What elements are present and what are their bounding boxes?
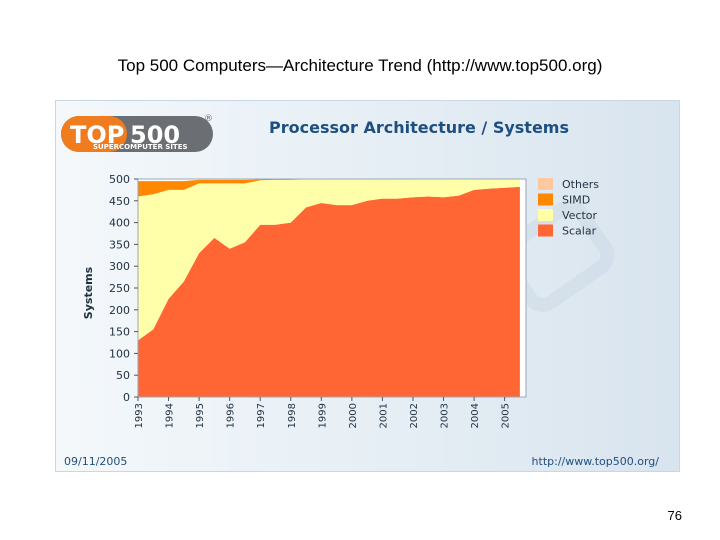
- y-tick-label: 500: [109, 173, 130, 186]
- architecture-chart: TOP 500 ® SUPERCOMPUTER SITES Processor …: [61, 114, 660, 468]
- logo-text-500: 500: [130, 121, 180, 149]
- chart-panel: TOP 500 ® SUPERCOMPUTER SITES Processor …: [55, 100, 680, 472]
- x-tick-label: 2004: [470, 403, 481, 428]
- y-tick-label: 0: [123, 391, 130, 404]
- y-tick-label: 350: [109, 238, 130, 251]
- x-tick-label: 2005: [501, 403, 512, 428]
- legend: Others SIMD Vector Scalar: [538, 178, 599, 238]
- y-tick-label: 300: [109, 260, 130, 273]
- logo-text-top: TOP: [70, 121, 124, 149]
- page-number: 76: [667, 508, 682, 523]
- y-axis-ticks: 0 50 100 150 200 250 300 350 400 450 500: [109, 173, 138, 404]
- y-tick-label: 150: [109, 326, 130, 339]
- x-tick-label: 1998: [287, 403, 298, 428]
- slide-title: Top 500 Computers—Architecture Trend (ht…: [117, 56, 603, 75]
- x-tick-label: 2001: [378, 403, 389, 428]
- plot-area: [137, 178, 527, 398]
- x-tick-label: 1997: [256, 403, 267, 428]
- x-tick-label: 2000: [348, 403, 359, 428]
- logo-registered-mark: ®: [204, 114, 213, 124]
- legend-label-scalar: Scalar: [562, 225, 597, 238]
- logo-badge-accent: [61, 116, 127, 152]
- x-tick-label: 1999: [317, 403, 328, 428]
- x-tick-label: 1993: [134, 403, 145, 428]
- footer-url: http://www.top500.org/: [532, 455, 660, 468]
- legend-swatch-scalar: [538, 224, 553, 237]
- area-series-scalar: [138, 186, 520, 397]
- y-axis-label: Systems: [82, 266, 95, 319]
- y-tick-label: 50: [116, 369, 130, 382]
- legend-swatch-vector: [538, 209, 553, 221]
- x-tick-label: 2002: [409, 403, 420, 428]
- legend-swatch-simd: [538, 193, 553, 206]
- x-tick-label: 1994: [165, 403, 176, 428]
- legend-swatch-others: [538, 178, 553, 190]
- x-tick-label: 2003: [440, 403, 451, 428]
- x-tick-label: 1995: [195, 403, 206, 428]
- area-series-simd: [138, 179, 520, 197]
- x-tick-label: 1996: [226, 403, 237, 428]
- legend-label-others: Others: [562, 178, 599, 191]
- x-axis-ticks: 1993 1994 1995 1996 1997 1998 1999 2000 2001 2002…: [134, 397, 512, 428]
- footer-date: 09/11/2005: [64, 455, 127, 468]
- y-tick-label: 450: [109, 195, 130, 208]
- legend-label-vector: Vector: [562, 209, 598, 222]
- top500-logo: TOP 500 ® SUPERCOMPUTER SITES: [61, 114, 213, 152]
- legend-label-simd: SIMD: [562, 194, 590, 207]
- chart-title: Processor Architecture / Systems: [269, 118, 569, 137]
- y-tick-label: 200: [109, 304, 130, 317]
- y-tick-label: 100: [109, 347, 130, 360]
- y-tick-label: 250: [109, 282, 130, 295]
- y-tick-label: 400: [109, 217, 130, 230]
- logo-subtitle: SUPERCOMPUTER SITES: [93, 143, 188, 151]
- area-series-vector: [138, 179, 520, 341]
